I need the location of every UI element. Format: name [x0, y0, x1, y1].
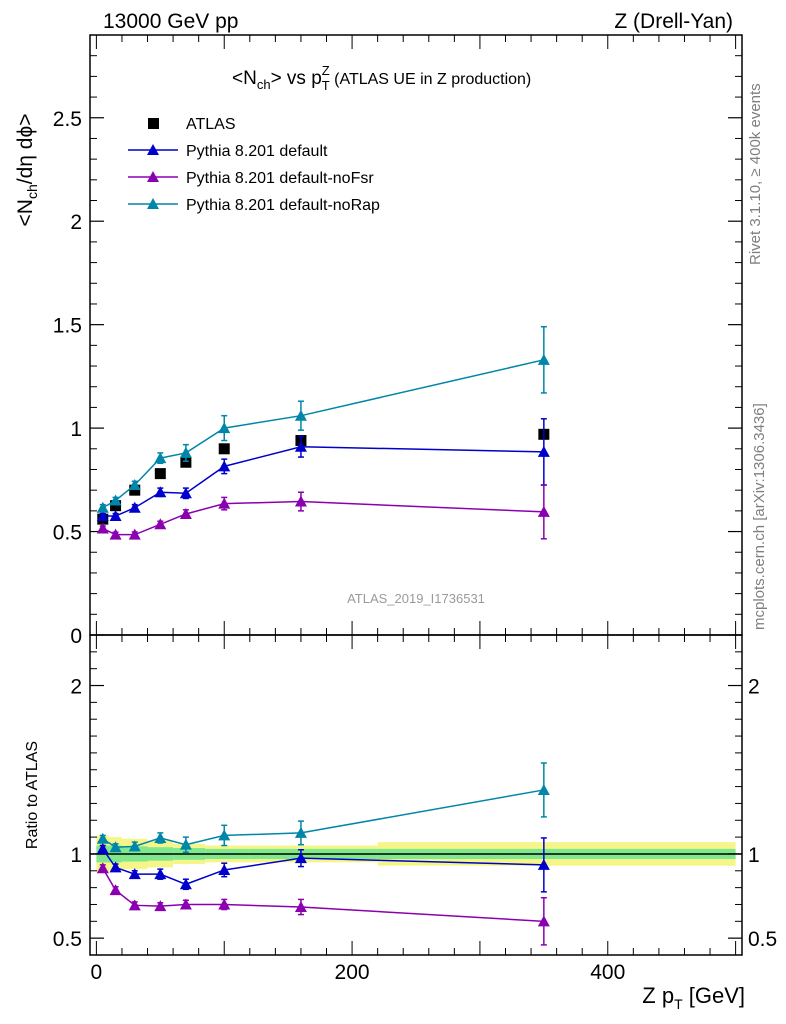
ratio-series-nofsr-point [96, 862, 109, 874]
main-series-nofsr-line [102, 500, 544, 536]
main-series-nofsr-point [179, 507, 192, 519]
main-series-default-line [102, 445, 544, 517]
mcplots-label: mcplots.cern.ch [arXiv:1306.3436] [751, 403, 768, 630]
ratio-series-default-point [109, 861, 122, 873]
main-series-nofsr-point [154, 518, 167, 530]
ratio-series-nofsr-point [218, 898, 231, 910]
ratio-ytick-label: 2 [70, 676, 82, 699]
header-left: 13000 GeV pp [103, 10, 238, 33]
main-panel: 0 0.5 1 1.5 2 2.5 <Nch> vs pTZ (ATLAS UE in Z… [14, 34, 743, 648]
ratio-series-norap-point [128, 840, 141, 852]
x-tick-label: 200 [335, 961, 370, 984]
ratio-series-layer [96, 762, 550, 946]
ratio-series-default-point [128, 868, 141, 880]
main-series-norap-point [154, 452, 167, 464]
main-series-norap-point [96, 501, 109, 513]
ratio-plot-frame [89, 634, 743, 956]
main-ytick-label: 0 [70, 625, 82, 648]
main-series-norap-point [179, 446, 192, 458]
main-series-default-point [179, 487, 192, 499]
main-ytick-label: 2 [70, 211, 82, 234]
ratio-series-norap-point [154, 831, 167, 843]
ratio-series-nofsr-point [537, 915, 550, 927]
ratio-series-nofsr-point [154, 900, 167, 912]
main-series-default-point [218, 460, 231, 472]
main-ylabel: <Nch/dη dϕ> [14, 114, 40, 227]
main-ytick-label: 1.5 [53, 315, 82, 338]
ratio-ytick-label-right: 1 [748, 844, 760, 867]
ratio-series-default-point [218, 863, 231, 875]
main-series-atlas-point [154, 468, 166, 480]
legend-label-nofsr: Pythia 8.201 default-noFsr [186, 170, 374, 187]
main-series-norap-point [537, 353, 550, 365]
ratio-series-default-point [96, 842, 109, 854]
ratio-series-norap-point [179, 838, 192, 850]
rivet-label: Rivet 3.1.10, ≥ 400k events [747, 83, 764, 265]
main-series-default-point [537, 445, 550, 457]
main-series-norap-line [102, 359, 545, 509]
main-series-atlas-point [110, 500, 122, 512]
main-series-nofsr-point [294, 495, 307, 507]
main-ytick-label: 0.5 [53, 522, 82, 545]
main-series-nofsr-point [537, 505, 550, 517]
ratio-series-nofsr-point [179, 898, 192, 910]
x-tick-label: 0 [91, 961, 103, 984]
legend-marker-atlas [148, 118, 159, 129]
main-series-nofsr-point [96, 522, 109, 534]
main-series-atlas-point [180, 456, 192, 468]
main-series-default-point [109, 510, 122, 522]
main-series-default-point [96, 510, 109, 522]
main-series-norap-point [109, 494, 122, 506]
main-series-nofsr-point [128, 528, 141, 540]
ratio-series-norap-point [218, 829, 231, 841]
main-series-layer [96, 325, 550, 540]
x-axis-label: Z pT [GeV] [642, 983, 745, 1012]
main-series-norap-point [128, 479, 141, 490]
ratio-series-default-point [179, 878, 192, 890]
legend-label-norap: Pythia 8.201 default-noRap [186, 197, 380, 214]
main-series-atlas-point [129, 484, 141, 496]
main-series-norap-point [218, 422, 231, 434]
main-ytick-label: 2.5 [53, 108, 82, 131]
ratio-ytick-label-right: 0.5 [748, 928, 777, 951]
legend-marker-norap [147, 198, 159, 209]
ratio-ticks: 0.5 0.5 1 1 2 2 0 200 400 [53, 635, 777, 984]
ratio-series-nofsr-point [109, 884, 122, 896]
ratio-series-norap-point [109, 841, 122, 853]
ratio-series-norap-point [294, 826, 307, 838]
main-series-default-point [128, 501, 141, 513]
main-series-nofsr-point [109, 528, 122, 540]
ratio-ytick-label: 1 [70, 844, 82, 867]
legend: ATLAS Pythia 8.201 default Pythia 8.201 … [128, 116, 380, 214]
ratio-series-norap-line [102, 789, 544, 848]
ratio-series-nofsr-point [128, 899, 141, 911]
main-ytick-label: 1 [70, 418, 82, 441]
ratio-series-default-point [154, 868, 167, 880]
legend-marker-nofsr [147, 171, 159, 182]
chart-title: <Nch> vs pTZ (ATLAS UE in Z production) [232, 63, 531, 93]
ratio-ytick-label: 0.5 [53, 928, 82, 951]
ratio-series-nofsr-point [294, 901, 307, 912]
main-series-norap-point [294, 409, 307, 421]
ratio-series-norap-point [537, 783, 550, 795]
main-series-atlas-point [218, 443, 230, 455]
legend-marker-default [147, 144, 159, 155]
ratio-panel: 0.5 0.5 1 1 2 2 0 200 400 Ratio to ATLAS Z pT [G… [24, 634, 777, 1012]
main-ticks: 0 0.5 1 1.5 2 2.5 [53, 35, 742, 648]
ratio-ylabel: Ratio to ATLAS [24, 741, 41, 849]
ratio-ytick-label-right: 2 [748, 676, 760, 699]
main-series-nofsr-point [218, 497, 231, 509]
main-series-default-point [154, 486, 167, 498]
main-series-default-point [294, 440, 307, 452]
header-right: Z (Drell-Yan) [614, 10, 733, 33]
legend-label-atlas: ATLAS [186, 116, 236, 133]
ratio-series-default-point [537, 858, 550, 870]
ratio-series-default-point [294, 852, 307, 864]
legend-label-default: Pythia 8.201 default [186, 143, 328, 160]
x-tick-label: 400 [590, 961, 625, 984]
ratio-series-nofsr-line [102, 867, 544, 923]
ratio-series-norap-point [96, 832, 109, 844]
analysis-watermark: ATLAS_2019_I1736531 [347, 591, 485, 606]
